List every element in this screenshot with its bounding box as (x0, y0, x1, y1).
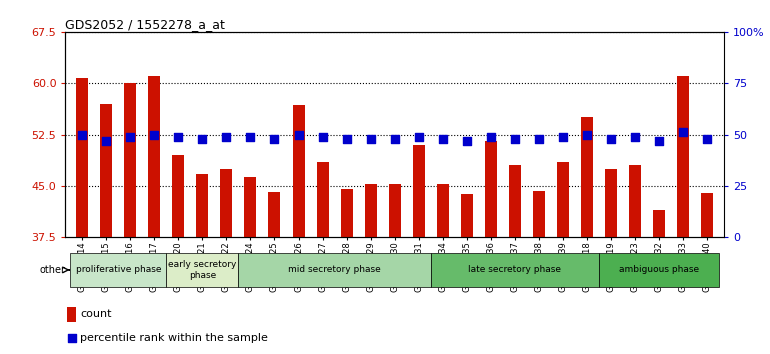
Bar (100, 104, 112, 237)
Bar (166, 253, 239, 287)
Bar (629, 165, 641, 237)
Bar (389, 184, 400, 237)
Bar (340, 189, 353, 237)
Bar (677, 76, 689, 237)
Point (533, 136, 545, 142)
Bar (293, 105, 304, 237)
Bar (76, 78, 89, 237)
Point (629, 134, 641, 139)
Bar (68, 307, 75, 322)
Bar (599, 253, 719, 287)
Bar (244, 177, 256, 237)
Text: early secretory
phase: early secretory phase (168, 260, 236, 280)
Point (484, 134, 497, 139)
Point (76, 132, 89, 137)
Point (220, 134, 233, 139)
Bar (149, 76, 160, 237)
Point (460, 138, 473, 143)
Bar (581, 118, 593, 237)
Bar (316, 162, 329, 237)
Point (509, 136, 521, 142)
Point (293, 132, 305, 137)
Point (437, 136, 449, 142)
Point (196, 136, 209, 142)
Bar (437, 184, 449, 237)
Bar (70, 253, 166, 287)
Text: mid secretory phase: mid secretory phase (288, 266, 381, 274)
Bar (124, 83, 136, 237)
Bar (653, 210, 665, 237)
Text: late secretory phase: late secretory phase (468, 266, 561, 274)
Bar (430, 253, 599, 287)
Text: ambiguous phase: ambiguous phase (619, 266, 699, 274)
Point (100, 138, 112, 143)
Point (268, 136, 280, 142)
Bar (485, 141, 497, 237)
Point (340, 136, 353, 142)
Point (604, 136, 617, 142)
Text: proliferative phase: proliferative phase (75, 266, 161, 274)
Bar (701, 193, 713, 237)
Text: count: count (80, 309, 112, 319)
Point (653, 138, 665, 143)
Bar (172, 155, 184, 237)
Point (701, 136, 713, 142)
Text: percentile rank within the sample: percentile rank within the sample (80, 333, 268, 343)
Bar (557, 162, 569, 237)
Bar (533, 191, 545, 237)
Bar (196, 173, 209, 237)
Point (413, 134, 425, 139)
Bar (509, 165, 521, 237)
Bar (364, 184, 377, 237)
Point (388, 136, 400, 142)
Point (677, 130, 689, 135)
Bar (605, 169, 617, 237)
Bar (239, 253, 430, 287)
Text: GDS2052 / 1552278_a_at: GDS2052 / 1552278_a_at (65, 18, 226, 31)
Point (557, 134, 569, 139)
Point (316, 134, 329, 139)
Point (364, 136, 377, 142)
Point (148, 132, 160, 137)
Text: other: other (40, 265, 66, 275)
Point (124, 134, 136, 139)
Point (308, 210, 320, 216)
Bar (413, 145, 425, 237)
Bar (460, 194, 473, 237)
Point (581, 132, 593, 137)
Bar (220, 169, 233, 237)
Point (172, 134, 185, 139)
Bar (269, 192, 280, 237)
Point (244, 134, 256, 139)
